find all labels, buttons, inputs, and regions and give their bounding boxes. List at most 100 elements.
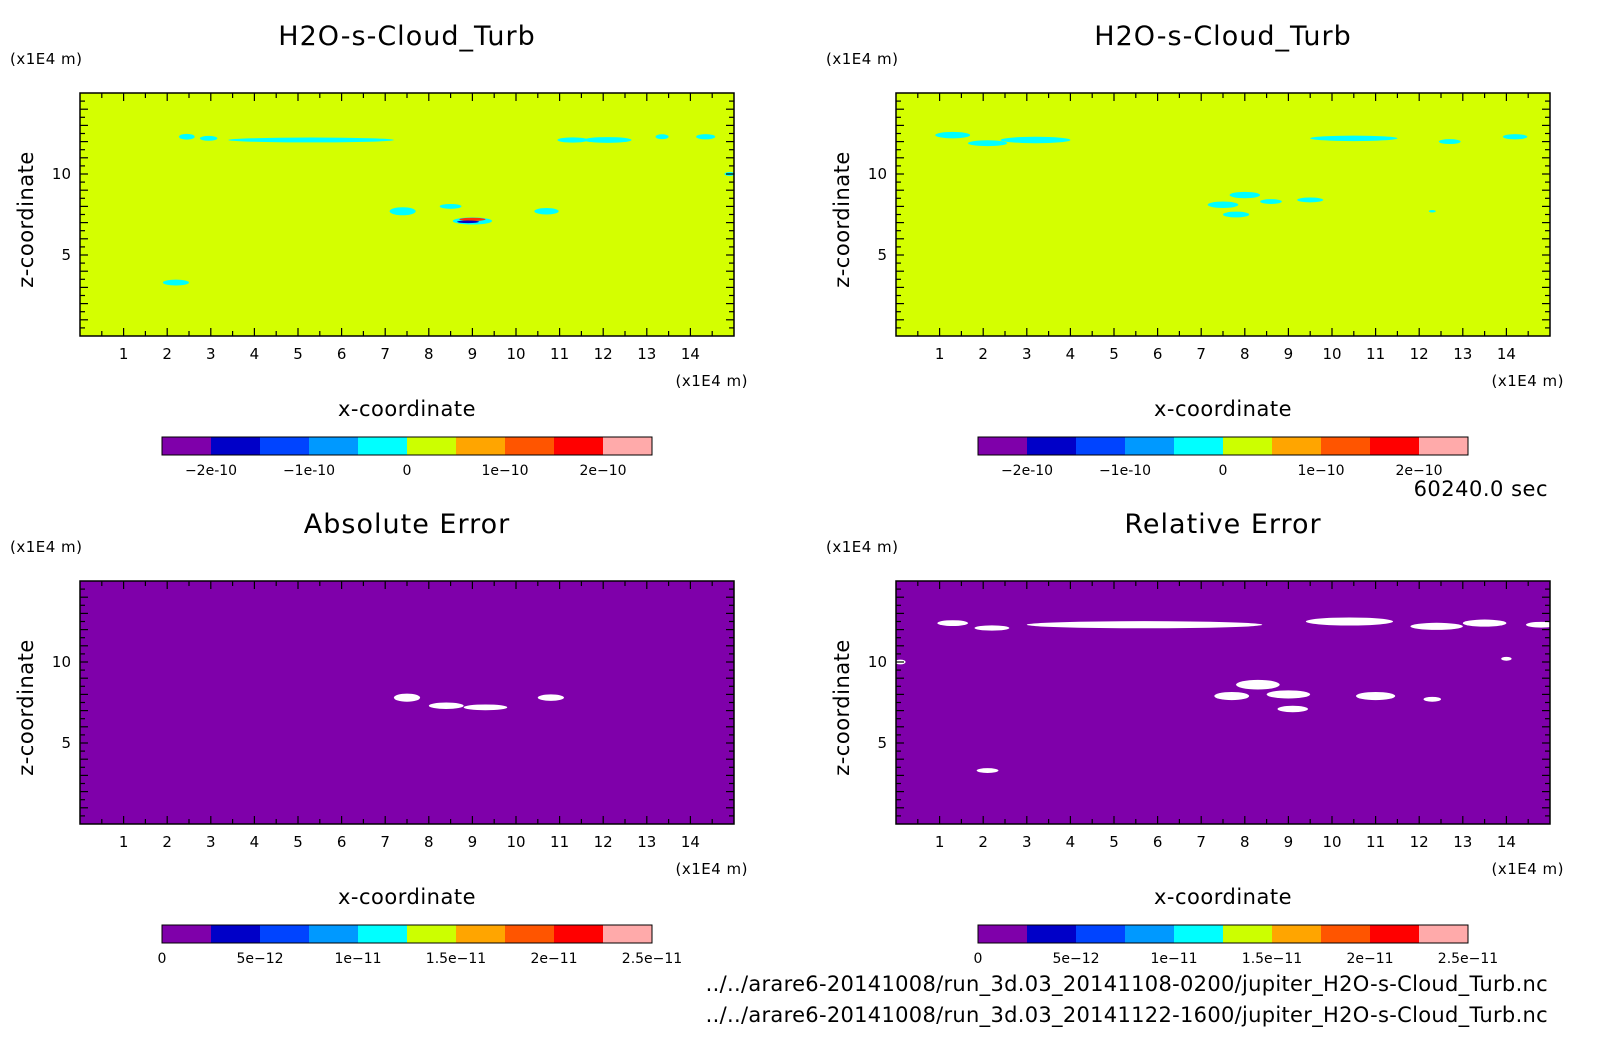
x-tick-label: 9 — [1284, 833, 1294, 851]
colorbar-swatch — [603, 925, 653, 943]
x-tick-label: 8 — [424, 345, 434, 363]
heatmap-patch — [1305, 617, 1394, 626]
x-tick-label: 14 — [1497, 345, 1516, 363]
heatmap-patch — [1236, 679, 1280, 690]
colorbar-swatch — [505, 437, 555, 455]
tick-marks — [896, 93, 1550, 336]
x-tick-label: 3 — [1022, 833, 1032, 851]
x-tick-label: 7 — [380, 345, 390, 363]
x-tick-label: 11 — [550, 345, 569, 363]
colorbar: 0 5e−12 1e−11 1.5e−11 2e−11 2.5e−11 — [974, 924, 1498, 967]
colorbar-label: −2e-10 — [185, 463, 237, 479]
colorbar-swatch — [260, 925, 310, 943]
x-tick-label: 13 — [1453, 345, 1472, 363]
x-tick-label: 14 — [681, 345, 700, 363]
colorbar-frame — [161, 924, 653, 944]
x-tick-label: 10 — [506, 833, 525, 851]
heatmap-patch — [393, 693, 421, 702]
panel-title: H2O-s-Cloud_Turb — [278, 21, 535, 52]
colorbar-swatch — [978, 925, 1028, 943]
colorbar-swatch — [1076, 925, 1126, 943]
colorbar-swatch — [456, 925, 506, 943]
y-tick-label: 5 — [877, 246, 887, 264]
heatmap-features — [393, 693, 564, 711]
colorbar-label: 2e−11 — [1346, 951, 1393, 967]
heatmap-patch — [1277, 705, 1309, 713]
colorbar-label: 5e−12 — [236, 951, 283, 967]
x-tick-label: 14 — [681, 833, 700, 851]
y-tick-label: 5 — [877, 734, 887, 752]
y-axis-label: z-coordinate — [14, 639, 38, 776]
colorbar-label: 1e−10 — [1297, 463, 1344, 479]
heatmap-background — [80, 581, 734, 824]
colorbar: −2e-10 −1e-10 0 1e−10 2e−10 — [161, 436, 653, 479]
file-path-2: ../../arare6-20141008/run_3d.03_20141122… — [706, 1003, 1548, 1028]
x-tick-label: 12 — [594, 833, 613, 851]
heatmap-patch — [178, 133, 195, 140]
colorbar-swatch — [1321, 925, 1371, 943]
colorbar-swatch — [978, 437, 1028, 455]
x-tick-label: 10 — [506, 345, 525, 363]
heatmap-patch — [1207, 201, 1239, 209]
colorbar-swatch — [1174, 925, 1224, 943]
x-tick-label: 13 — [1453, 833, 1472, 851]
colorbar-swatch — [1076, 437, 1126, 455]
panel-1: H2O-s-Cloud_Turb(x1E4 m)(x1E4 m)1 2 3 4 5 6 7 8… — [10, 21, 748, 479]
panel-title: Relative Error — [1124, 509, 1321, 540]
colorbar-swatch — [407, 925, 457, 943]
heatmap-patch — [935, 131, 971, 139]
x-tick-label: 13 — [637, 345, 656, 363]
colorbar-label: 0 — [403, 463, 412, 479]
x-tick-label: 12 — [1410, 833, 1429, 851]
y-axis-label: z-coordinate — [830, 639, 854, 776]
colorbar-label: 1e−10 — [481, 463, 528, 479]
heatmap-patch — [583, 137, 632, 143]
heatmap-patch — [439, 203, 462, 209]
x-tick-label: 5 — [1109, 833, 1119, 851]
heatmap-patch — [534, 208, 559, 215]
colorbar-swatch — [554, 925, 604, 943]
colorbar-swatch — [1223, 437, 1273, 455]
x-tick-label: 3 — [206, 345, 216, 363]
colorbar-swatch — [211, 437, 261, 455]
colorbar-swatch — [1125, 925, 1175, 943]
colorbar-swatch — [358, 437, 408, 455]
heatmap-patch — [1000, 136, 1071, 144]
x-tick-label: 7 — [380, 833, 390, 851]
heatmap-patch — [696, 134, 716, 140]
x-tick-label: 4 — [1066, 345, 1076, 363]
heatmap-patch — [1310, 135, 1398, 142]
heatmap-patch — [976, 768, 999, 773]
x-tick-label: 3 — [1022, 345, 1032, 363]
x-tick-label: 10 — [1322, 345, 1341, 363]
heatmap-patch — [428, 702, 464, 709]
colorbar-swatch — [1321, 437, 1371, 455]
x-tick-label: 7 — [1196, 833, 1206, 851]
colorbar-label: 2.5e−11 — [1438, 951, 1498, 967]
x-unit-label: (x1E4 m) — [675, 372, 748, 390]
x-unit-label: (x1E4 m) — [1491, 372, 1564, 390]
file-path-1: ../../arare6-20141008/run_3d.03_20141108… — [706, 972, 1548, 997]
y-tick-label: 10 — [868, 165, 887, 183]
colorbar-swatch — [1027, 437, 1077, 455]
tick-marks — [896, 581, 1550, 824]
x-tick-label: 11 — [550, 833, 569, 851]
colorbar-swatch — [1370, 437, 1420, 455]
colorbar-swatch — [1419, 925, 1469, 943]
heatmap-patch — [967, 140, 1008, 147]
x-axis-label: x-coordinate — [338, 397, 476, 421]
colorbar-label: −2e-10 — [1001, 463, 1053, 479]
x-unit-label: (x1E4 m) — [1491, 860, 1564, 878]
x-tick-label: 1 — [119, 345, 129, 363]
panel-title: Absolute Error — [304, 509, 510, 540]
heatmap-patch — [1223, 211, 1250, 218]
heatmap-patch — [1266, 690, 1311, 699]
x-tick-label: 9 — [468, 833, 478, 851]
y-tick-label: 10 — [52, 165, 71, 183]
colorbar-swatch — [162, 437, 212, 455]
heatmap-patch — [1229, 191, 1261, 199]
x-tick-label: 1 — [935, 345, 945, 363]
heatmap-patch — [1410, 622, 1463, 630]
colorbar-swatch — [260, 437, 310, 455]
heatmap-patch — [974, 625, 1010, 631]
